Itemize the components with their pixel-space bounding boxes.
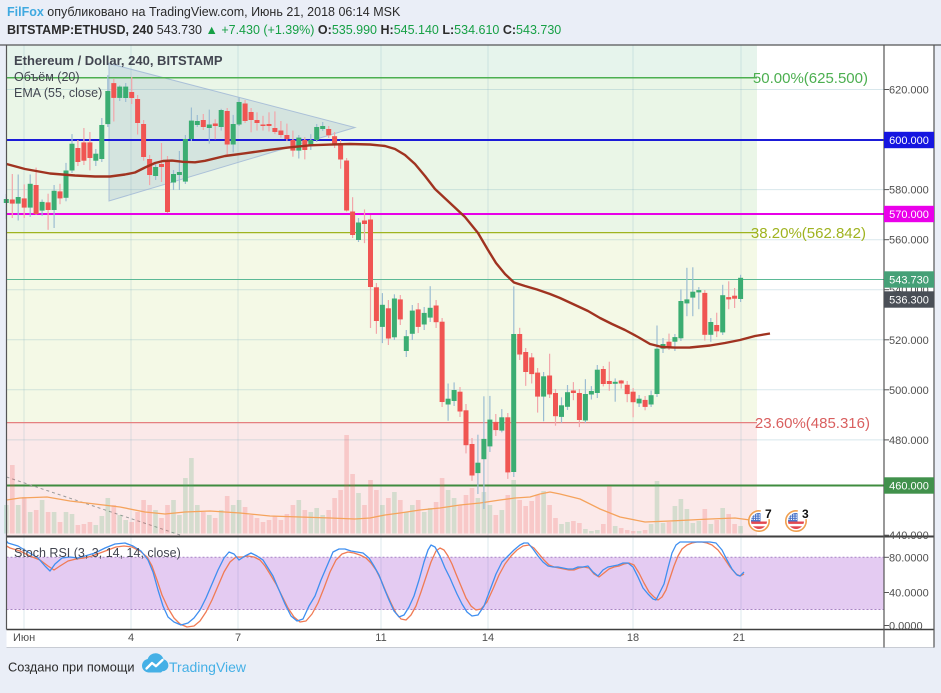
svg-text:Ethereum / Dollar, 240, BITSTA: Ethereum / Dollar, 240, BITSTAMP [14,53,223,68]
svg-text:11: 11 [375,632,386,644]
svg-text:40.0000: 40.0000 [889,588,929,600]
svg-text:BITSTAMP:ETHUSD, 240 543.730 ▲: BITSTAMP:ETHUSD, 240 543.730 ▲ +7.430 (+… [7,23,561,37]
svg-text:536.300: 536.300 [889,295,929,307]
svg-text:80.0000: 80.0000 [889,552,929,564]
svg-text:Июн: Июн [13,632,35,644]
svg-text:7: 7 [235,632,241,644]
svg-text:560.000: 560.000 [889,235,929,247]
svg-text:38.20%(562.842): 38.20%(562.842) [751,225,866,242]
svg-text:543.730: 543.730 [889,275,929,287]
svg-text:600.000: 600.000 [889,135,929,147]
svg-text:520.000: 520.000 [889,335,929,347]
svg-text:TradingView: TradingView [169,659,247,675]
svg-text:4: 4 [128,632,134,644]
svg-text:3: 3 [802,507,809,521]
svg-text:570.000: 570.000 [889,209,929,221]
svg-text:EMA (55, close): EMA (55, close) [14,86,102,100]
svg-text:Stoch RSI (3, 3, 14, 14, close: Stoch RSI (3, 3, 14, 14, close) [14,546,181,560]
svg-text:FilFox опубликовано на Trading: FilFox опубликовано на TradingView.com, … [7,5,401,19]
svg-text:Создано при помощи: Создано при помощи [8,660,135,675]
svg-text:580.000: 580.000 [889,185,929,197]
svg-text:620.000: 620.000 [889,85,929,97]
svg-text:460.000: 460.000 [889,481,929,493]
svg-text:21: 21 [733,632,745,644]
svg-text:500.000: 500.000 [889,385,929,397]
svg-text:23.60%(485.316): 23.60%(485.316) [755,415,870,432]
svg-text:7: 7 [765,507,772,521]
svg-text:14: 14 [482,632,494,644]
svg-text:480.000: 480.000 [889,435,929,447]
svg-text:18: 18 [627,632,639,644]
svg-text:Объём (20): Объём (20) [14,70,80,84]
svg-text:50.00%(625.500): 50.00%(625.500) [753,70,868,87]
svg-text:0.0000: 0.0000 [889,621,923,633]
svg-text:440.000: 440.000 [889,530,929,542]
